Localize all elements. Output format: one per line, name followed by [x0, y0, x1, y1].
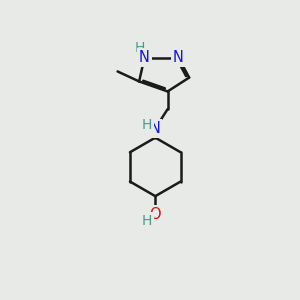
Text: N: N — [173, 50, 184, 65]
Text: N: N — [150, 121, 161, 136]
Text: H: H — [142, 214, 152, 228]
Text: H: H — [142, 118, 152, 132]
Text: N: N — [139, 50, 150, 65]
Text: O: O — [149, 207, 161, 222]
Text: H: H — [135, 40, 145, 55]
